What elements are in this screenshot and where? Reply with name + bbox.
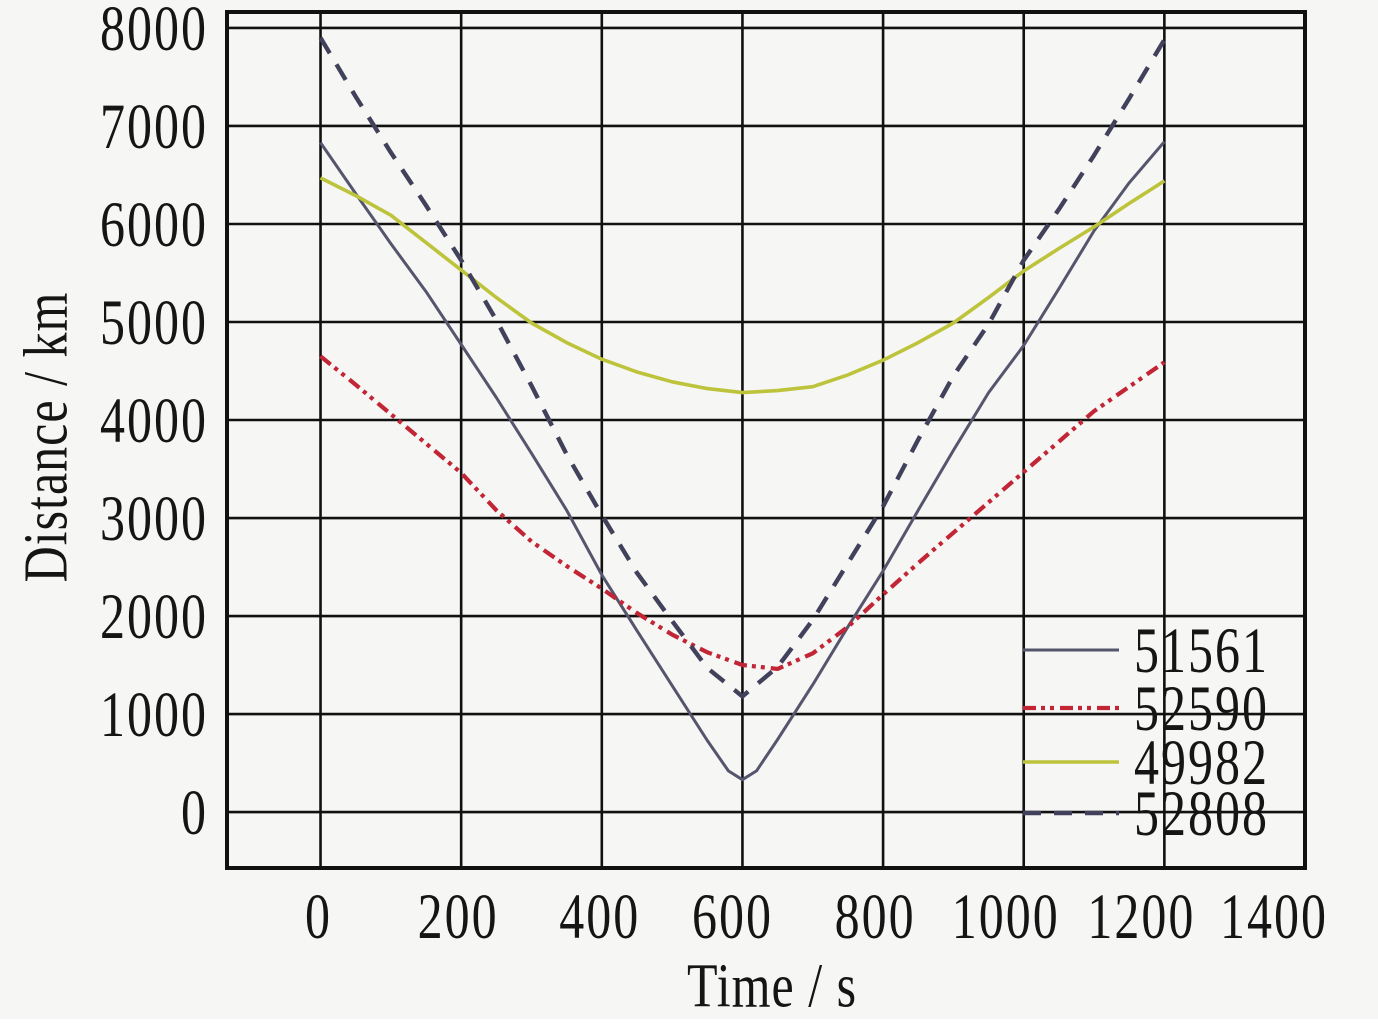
y-tick-label-7000: 7000 (100, 89, 208, 163)
series-line-49982 (319, 176, 1166, 395)
legend-label-52808: 52808 (1134, 776, 1269, 850)
y-tick-label-0: 0 (181, 775, 208, 849)
x-tick-label-200: 200 (417, 879, 499, 953)
series-line-52590 (319, 354, 1166, 672)
y-tick-label-6000: 6000 (100, 187, 208, 261)
y-tick-label-5000: 5000 (100, 285, 208, 359)
legend-item-52590: 52590 (1022, 671, 1269, 745)
y-tick-label-1000: 1000 (100, 677, 208, 751)
legend-label-51561: 51561 (1134, 613, 1269, 687)
x-tick-label-1400: 1400 (1220, 879, 1328, 953)
legend-label-52590: 52590 (1134, 671, 1269, 745)
y-tick-label-3000: 3000 (100, 481, 208, 555)
plot-border (225, 10, 1307, 870)
x-tick-label-0: 0 (305, 879, 333, 953)
legend-swatch-52808 (1023, 810, 1119, 816)
x-tick-label-400: 400 (559, 879, 641, 953)
series-line-51561 (319, 140, 1166, 782)
legend-item-52808: 52808 (1022, 776, 1269, 850)
y-tick-label-4000: 4000 (100, 383, 208, 457)
legend-label-49982: 49982 (1134, 725, 1269, 799)
x-tick-label-600: 600 (691, 879, 773, 953)
y-tick-label-8000: 8000 (100, 0, 208, 65)
y-tick-label-2000: 2000 (100, 579, 208, 653)
y-axis-title: Distance / km (10, 291, 80, 583)
legend-swatch-52590 (1023, 705, 1119, 711)
x-axis-title: Time / s (686, 950, 858, 1020)
x-tick-label-1000: 1000 (951, 879, 1060, 953)
series-line-52808 (318, 36, 1167, 699)
x-tick-label-800: 800 (834, 879, 916, 953)
x-tick-label-1200: 1200 (1087, 879, 1196, 953)
legend-swatch-51561 (1023, 648, 1119, 652)
legend-item-49982: 49982 (1022, 725, 1269, 799)
legend-item-51561: 51561 (1022, 613, 1269, 687)
legend-swatch-49982 (1023, 760, 1119, 764)
